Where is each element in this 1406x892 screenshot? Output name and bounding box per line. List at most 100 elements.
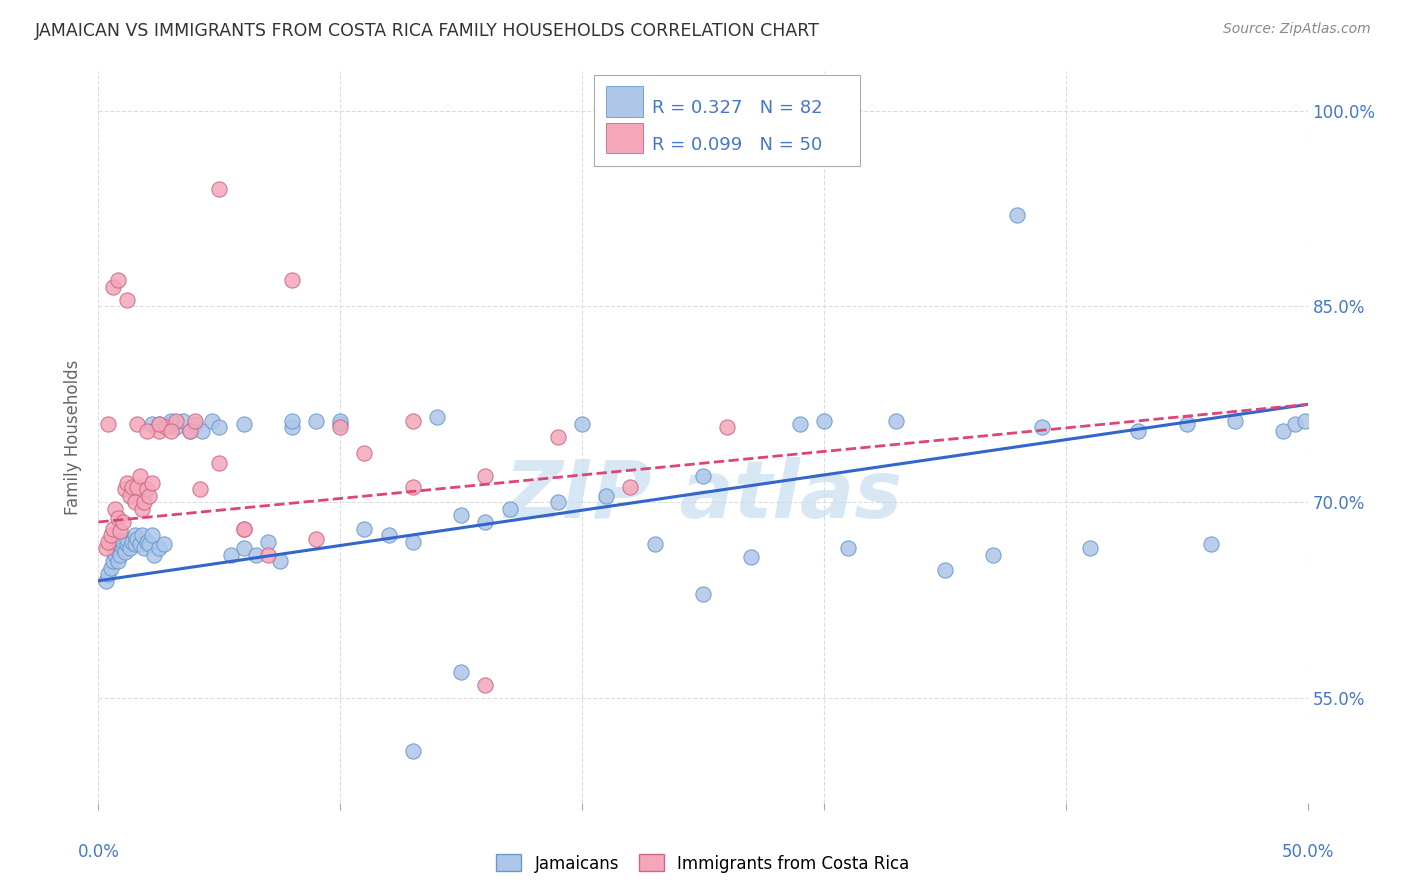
Point [108, 548, 131, 562]
Point [118, 489, 141, 503]
Point [148, 541, 170, 555]
Point [1199, 537, 1222, 551]
Point [114, 545, 136, 559]
Point [152, 537, 174, 551]
Point [107, 554, 129, 568]
Point [353, 521, 375, 535]
Point [121, 480, 143, 494]
Point [208, 419, 231, 434]
Point [117, 293, 139, 307]
Point [547, 495, 569, 509]
Point [232, 521, 254, 535]
Point [191, 424, 214, 438]
Point [256, 548, 278, 562]
Point [141, 475, 163, 490]
Point [402, 414, 425, 428]
Point [1294, 414, 1316, 428]
Point [281, 273, 304, 287]
Point [172, 414, 194, 428]
Point [305, 532, 328, 546]
Point [104, 548, 127, 562]
Point [135, 424, 157, 438]
Point [232, 541, 254, 555]
Point [1272, 424, 1295, 438]
Point [160, 414, 183, 428]
Point [740, 550, 762, 565]
Point [232, 417, 254, 431]
Point [100, 528, 122, 542]
Y-axis label: Family Households: Family Households [65, 359, 83, 515]
Point [101, 554, 124, 568]
Point [165, 419, 187, 434]
Point [221, 548, 243, 562]
Point [107, 273, 129, 287]
Point [281, 419, 304, 434]
Point [789, 417, 811, 431]
Point [256, 534, 278, 549]
FancyBboxPatch shape [606, 86, 643, 117]
Point [107, 511, 129, 525]
Point [111, 534, 134, 549]
Point [124, 537, 146, 551]
Point [402, 534, 425, 549]
Point [692, 469, 714, 483]
Point [329, 419, 352, 434]
Point [201, 414, 224, 428]
Point [934, 563, 956, 577]
Point [124, 495, 146, 509]
Text: 50.0%: 50.0% [1281, 843, 1334, 861]
Point [179, 424, 201, 438]
Point [184, 417, 207, 431]
Point [1284, 417, 1306, 431]
Point [94, 574, 117, 588]
Point [127, 532, 149, 546]
Point [97, 534, 120, 549]
Point [232, 521, 254, 535]
Point [837, 541, 859, 555]
Point [135, 483, 157, 497]
Point [208, 456, 231, 470]
Point [1128, 424, 1150, 438]
Point [121, 534, 143, 549]
Point [94, 541, 117, 555]
Point [97, 417, 120, 431]
Point [474, 469, 496, 483]
Point [353, 446, 375, 460]
Point [281, 414, 304, 428]
Point [402, 743, 425, 757]
Point [148, 417, 170, 431]
Point [117, 537, 139, 551]
Point [148, 424, 170, 438]
Point [184, 414, 207, 428]
Point [131, 528, 153, 542]
Point [426, 410, 449, 425]
FancyBboxPatch shape [606, 122, 643, 153]
Point [450, 665, 472, 680]
Point [329, 417, 352, 431]
Point [981, 548, 1004, 562]
Point [188, 483, 211, 497]
Point [571, 417, 593, 431]
Point [114, 483, 136, 497]
Point [124, 528, 146, 542]
Point [111, 515, 134, 529]
Point [117, 532, 139, 546]
Point [377, 528, 399, 542]
Point [474, 678, 496, 692]
Text: R = 0.327   N = 82: R = 0.327 N = 82 [652, 99, 823, 117]
Point [101, 521, 124, 535]
Point [141, 528, 163, 542]
Point [128, 537, 150, 551]
Point [160, 424, 183, 438]
Text: JAMAICAN VS IMMIGRANTS FROM COSTA RICA FAMILY HOUSEHOLDS CORRELATION CHART: JAMAICAN VS IMMIGRANTS FROM COSTA RICA F… [35, 22, 820, 40]
Point [104, 502, 127, 516]
Point [305, 414, 328, 428]
Point [135, 534, 157, 549]
Point [101, 280, 124, 294]
Point [108, 524, 131, 538]
Text: Source: ZipAtlas.com: Source: ZipAtlas.com [1223, 22, 1371, 37]
Point [474, 515, 496, 529]
Point [107, 537, 129, 551]
Point [329, 414, 352, 428]
Point [1031, 419, 1053, 434]
